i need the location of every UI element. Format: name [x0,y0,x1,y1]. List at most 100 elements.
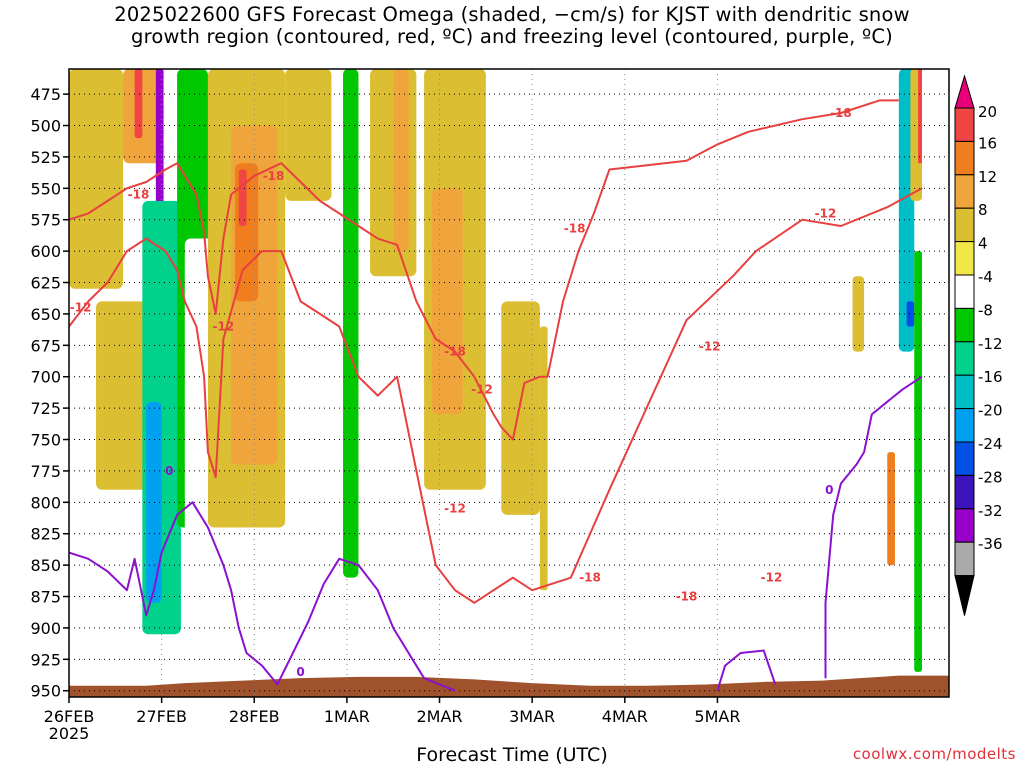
contour-label-4: -18 [444,345,466,359]
y-tick-label-17: 900 [30,619,61,638]
contour-0-3 [716,649,777,691]
omega-cell-18 [377,540,455,685]
y-tick-label-14: 825 [30,525,61,544]
colorbar-label-12: -32 [978,502,1003,520]
colorbar-label-4: 4 [978,235,988,253]
colorbar-top-arrow [954,74,975,109]
omega-shading [69,69,922,685]
omega-cell-25 [705,100,718,164]
y-tick-label-1: 500 [30,117,61,136]
y-tick-label-11: 750 [30,431,61,450]
y-tick-label-8: 675 [30,336,61,355]
omega-cell-34 [914,251,922,672]
contour-label-13: -12 [815,206,837,220]
contour-label-0: -12 [70,301,92,315]
x-tick-label-7: 5MAR [694,707,740,726]
x-tick-label-6: 4MAR [602,707,648,726]
contour-0-4 [824,375,923,679]
colorbar: 20 16 12 8 4 -4 -8 -12 -16 -20 -24 -28 -32 -36 [954,74,1003,616]
colorbar-label-0: 20 [978,103,997,121]
terrain-fill [69,675,949,697]
x-tick-label-2: 28FEB [229,707,280,726]
x-tick-year: 2025 [49,724,90,743]
contour-label-16: 0 [825,483,833,497]
colorbar-label-1: 16 [978,134,997,152]
colorbar-label-13: -36 [978,535,1003,553]
contour-label-6: -18 [564,222,586,236]
colorbar-label-9: -20 [978,402,1003,420]
y-tick-label-5: 600 [30,242,61,261]
colorbar-box-14 [954,541,975,577]
omega-cell-30 [906,301,915,327]
x-tick-label-5: 3MAR [509,707,555,726]
colorbar-label-3: 8 [978,201,988,219]
omega-cell-3 [134,69,143,139]
contour-0-2 [69,501,456,692]
contour--12-0 [69,187,923,604]
x-axis-label: Forecast Time (UTC) [416,744,608,766]
credit-link[interactable]: coolwx.com/modelts [852,745,1016,763]
y-tick-label-13: 800 [30,493,61,512]
y-tick-label-10: 725 [30,399,61,418]
colorbar-box-10 [954,408,975,443]
y-tick-label-9: 700 [30,368,61,387]
omega-cell-24 [547,69,571,113]
omega-cell-31 [887,452,895,566]
contour-label-10: -18 [676,590,698,604]
y-axis-ticks: 475 500 525 550 575 600 625 650 675 700 725 750 775 8… [30,85,69,701]
contour-label-2: -18 [263,169,285,183]
omega-cell-26 [852,276,865,352]
colorbar-bottom-arrow [954,575,975,616]
grid-lines [69,69,949,697]
title-line-2: growth region (contoured, red, ºC) and f… [131,25,893,48]
x-tick-label-0: 26FEB [44,707,95,726]
omega-cell-12 [238,169,247,226]
contour-label-11: -12 [761,571,783,585]
omega-cell-17 [393,69,409,252]
omega-cell-23 [539,326,548,591]
omega-cell-27 [852,621,865,635]
y-tick-label-3: 550 [30,179,61,198]
y-tick-label-4: 575 [30,211,61,230]
colorbar-box-8 [954,341,975,376]
y-tick-label-19: 950 [30,682,61,701]
omega-cell-1 [96,301,154,490]
contour-label-12: -18 [830,106,852,120]
colorbar-box-3 [954,174,975,209]
contour-labels: -12 -18 -18 -12 -18 -12 -18 -12 -18 -12 -18 -12 -18 -… [70,106,852,679]
colorbar-box-13 [954,508,975,543]
y-tick-label-2: 525 [30,148,61,167]
colorbar-box-5 [954,241,975,276]
omega-cell-0 [69,69,124,289]
colorbar-box-2 [954,140,975,176]
omega-cell-22 [509,577,533,685]
omega-cell-6 [146,401,162,603]
colorbar-label-6: -8 [978,301,993,319]
colorbar-label-7: -12 [978,335,1003,353]
y-tick-label-6: 625 [30,274,61,293]
x-axis-ticks: 26FEB 27FEB 28FEB 1MAR 2MAR 3MAR 4MAR 5MAR 2025 [44,697,740,743]
x-tick-label-3: 1MAR [324,707,370,726]
x-tick-label-1: 27FEB [136,707,187,726]
contour-label-3: -12 [213,319,235,333]
colorbar-box-6 [954,274,975,309]
colorbar-label-8: -16 [978,368,1003,386]
contour-label-8: -18 [579,571,601,585]
contour--18-1 [69,99,899,441]
contour-label-7: -12 [471,382,493,396]
contour-lines [69,99,923,692]
omega-cell-33 [918,69,922,164]
x-tick-label-4: 2MAR [417,707,463,726]
title-line-1: 2025022600 GFS Forecast Omega (shaded, −… [114,3,910,26]
colorbar-box-7 [954,307,975,343]
colorbar-label-2: 12 [978,168,997,186]
y-tick-label-16: 875 [30,588,61,607]
plot-frame [68,68,950,698]
y-tick-label-18: 925 [30,650,61,669]
chart-title: 2025022600 GFS Forecast Omega (shaded, −… [0,4,1024,48]
omega-cell-14 [331,552,378,672]
colorbar-box-4 [954,207,975,243]
y-tick-label-7: 650 [30,305,61,324]
contour-label-5: -12 [444,502,466,516]
